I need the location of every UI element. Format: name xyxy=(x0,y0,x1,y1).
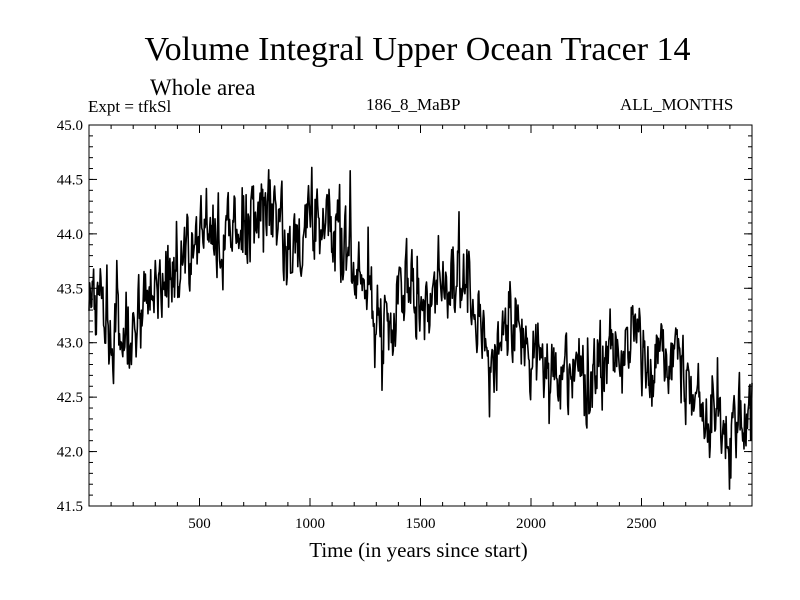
x-tick-label: 1000 xyxy=(295,516,325,532)
experiment-label: Expt = tfkSl xyxy=(88,97,172,116)
y-tick-label: 41.5 xyxy=(57,499,83,515)
y-tick-label: 45.0 xyxy=(57,118,83,134)
y-tick-label: 43.0 xyxy=(57,336,83,352)
chart-subtitle: Whole area xyxy=(150,75,256,100)
y-tick-label: 42.0 xyxy=(57,445,83,461)
x-tick-label: 500 xyxy=(188,516,211,532)
series-line xyxy=(88,166,753,490)
x-tick-label: 1500 xyxy=(406,516,436,532)
y-tick-label: 43.5 xyxy=(57,281,83,297)
x-tick-label: 2000 xyxy=(516,516,546,532)
y-tick-label: 42.5 xyxy=(57,390,83,406)
months-label: ALL_MONTHS xyxy=(620,95,734,114)
y-tick-label: 44.0 xyxy=(57,227,83,243)
run-label: 186_8_MaBP xyxy=(366,95,461,114)
chart-title: Volume Integral Upper Ocean Tracer 14 xyxy=(144,31,691,68)
y-tick-label: 44.5 xyxy=(57,172,83,188)
x-axis-label: Time (in years since start) xyxy=(309,538,528,562)
x-tick-label: 2500 xyxy=(627,516,657,532)
